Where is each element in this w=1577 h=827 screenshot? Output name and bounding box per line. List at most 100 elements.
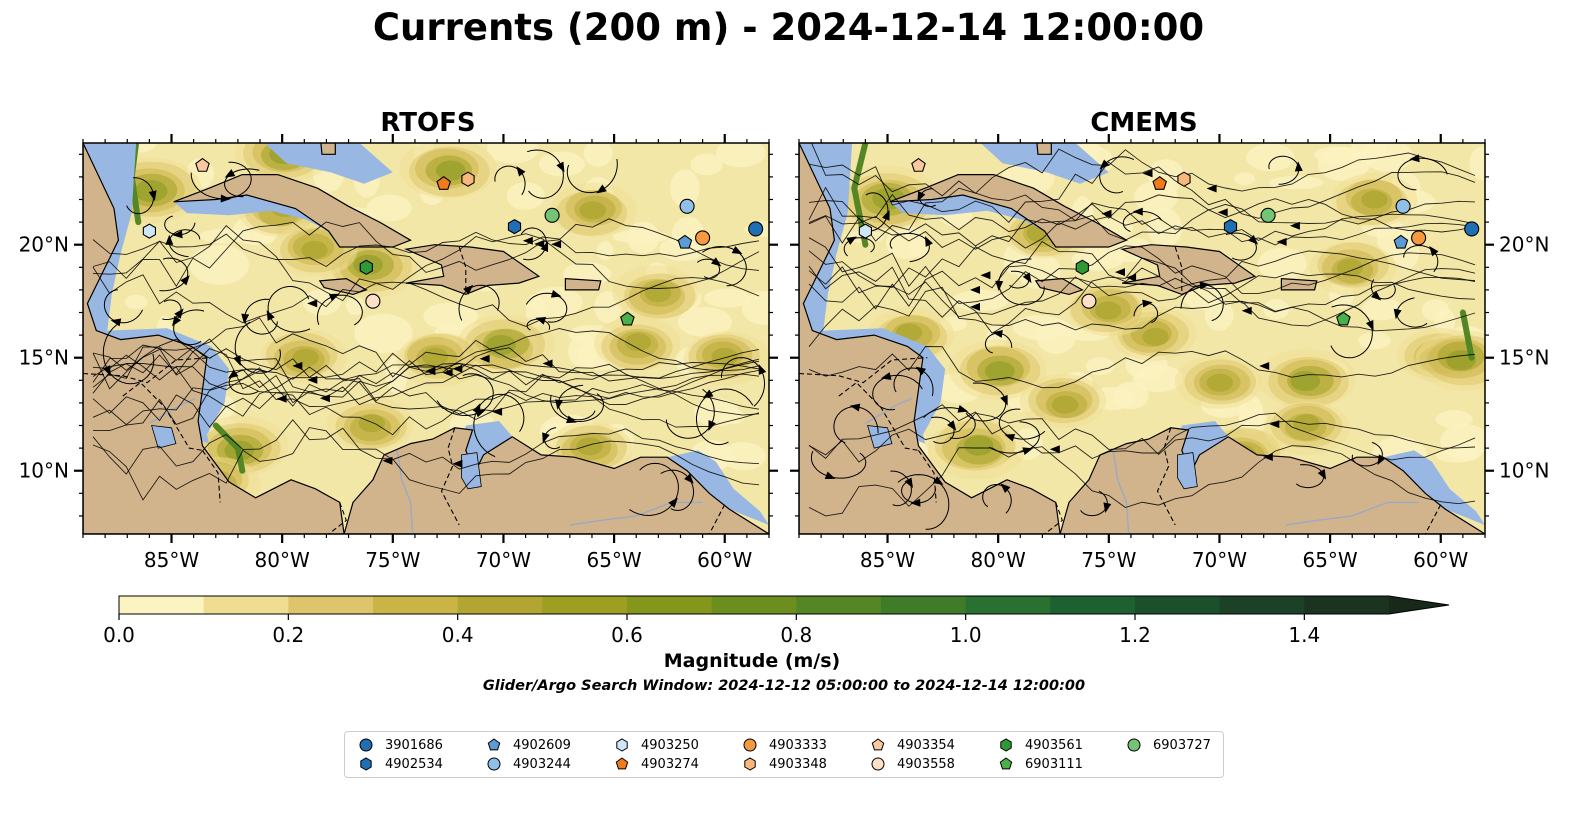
streamline [1370,279,1396,300]
float-marker-4902534 [1223,218,1238,235]
streamline-arrow [292,361,303,370]
streamline [92,427,760,501]
map-frame [82,142,770,535]
streamline [721,357,766,407]
streamline [92,224,760,302]
lon-tick-label: 80°W [971,548,1026,572]
streamline-arrow [924,236,933,247]
speed-patch-low [1133,181,1178,213]
streamline-arrow [668,497,678,508]
streamline-arrow [522,236,533,245]
shelf-bahamas-bank [980,143,1109,184]
streamline [808,241,1476,290]
streamline-arrow [266,310,275,321]
legend-label: 6903111 [1025,756,1083,772]
streamline-arrow [1241,306,1252,315]
speed-patch-low [506,182,545,210]
streamline [164,215,196,236]
lat-tick-label: 20°N [19,233,69,257]
streamline-arrow [148,190,157,201]
strong-current-band [212,422,246,474]
float-marker-6903111 [1336,311,1351,326]
streamline [900,480,937,504]
legend-item-4902609: 4902609 [485,736,571,754]
streamline [808,187,1476,244]
lake-nicaragua [867,425,893,449]
streamline [843,237,875,257]
lat-tick-label: 15°N [19,346,69,370]
streamline-arrow [307,299,318,308]
streamline-arrow [1132,207,1143,216]
streamline-arrow [1022,272,1032,284]
legend-item-4903244: 4903244 [485,755,571,773]
speed-patch-low [612,229,669,244]
streamline [550,393,605,423]
speed-patch-low [1147,208,1183,248]
streamline-arrow [957,404,969,413]
streamline-arrow [540,241,549,253]
speed-contour [1293,414,1320,433]
legend-item-6903727: 6903727 [1125,736,1211,754]
speed-contour [301,241,328,260]
streamline [224,168,260,198]
colorbar-extend-arrow [1389,596,1449,614]
streamline [897,474,950,530]
colorbar-bin [1135,596,1221,614]
legend-item-3901686: 3901686 [357,736,443,754]
streamline-arrow [915,366,927,376]
streamline [1330,304,1373,359]
streamline [931,416,955,444]
streamline-arrow [1409,154,1420,163]
streamline-arrow [1269,420,1280,429]
streamline-arrow [917,191,926,202]
streamline [126,177,154,215]
shelf-cuba-shelf [173,195,329,232]
streamline-arrow [1317,469,1327,480]
streamline [92,317,760,390]
lat-tick-label: 20°N [1499,233,1549,257]
streamline-arrow [1276,237,1287,246]
streamline-arrow [1206,184,1217,193]
colorbar-tick-label: 1.4 [1288,623,1320,647]
speed-contour [1361,190,1388,209]
streamline-arrow [551,240,562,249]
streamline-arrow [1142,169,1153,178]
lat-tick-label: 10°N [1499,459,1549,483]
streamline-arrow [1142,299,1153,308]
streamline [808,346,1476,389]
colorbar-tick-label: 0.6 [611,623,643,647]
land-cuba [889,174,1128,248]
speed-patch-low [345,296,365,316]
streamline-arrow [382,456,393,465]
streamline-arrow [710,257,722,267]
colorbar-bin [457,596,543,614]
streamline [811,143,1476,197]
float-marker-4903558 [1081,293,1097,309]
lat-tick-label: 10°N [19,459,69,483]
streamline [458,284,500,321]
colorbar-bin [796,596,882,614]
streamline [998,408,1046,440]
speed-patch-low [596,241,614,261]
streamline [102,324,155,385]
shelf-orinoco-shelf [1383,450,1485,525]
colorbar-bin [1050,596,1136,614]
colorbar-bin [627,596,713,614]
streamline [557,384,596,421]
shelf-bahamas-bank [264,143,393,184]
float-marker-4903333 [1411,230,1427,246]
streamline [923,407,976,440]
streamline [808,215,1476,250]
colorbar-tick-label: 0.4 [442,623,474,647]
hexagon-marker-icon [360,757,372,771]
speed-patch-low [1358,331,1391,350]
speed-contour [576,437,603,456]
legend-label: 4903333 [769,737,827,753]
streamline [92,266,760,327]
streamline-arrow [516,166,526,177]
streamline [566,158,618,194]
streamline-arrow [932,476,944,486]
streamline [173,309,205,346]
streamline [808,237,1476,304]
country-border [799,357,928,384]
